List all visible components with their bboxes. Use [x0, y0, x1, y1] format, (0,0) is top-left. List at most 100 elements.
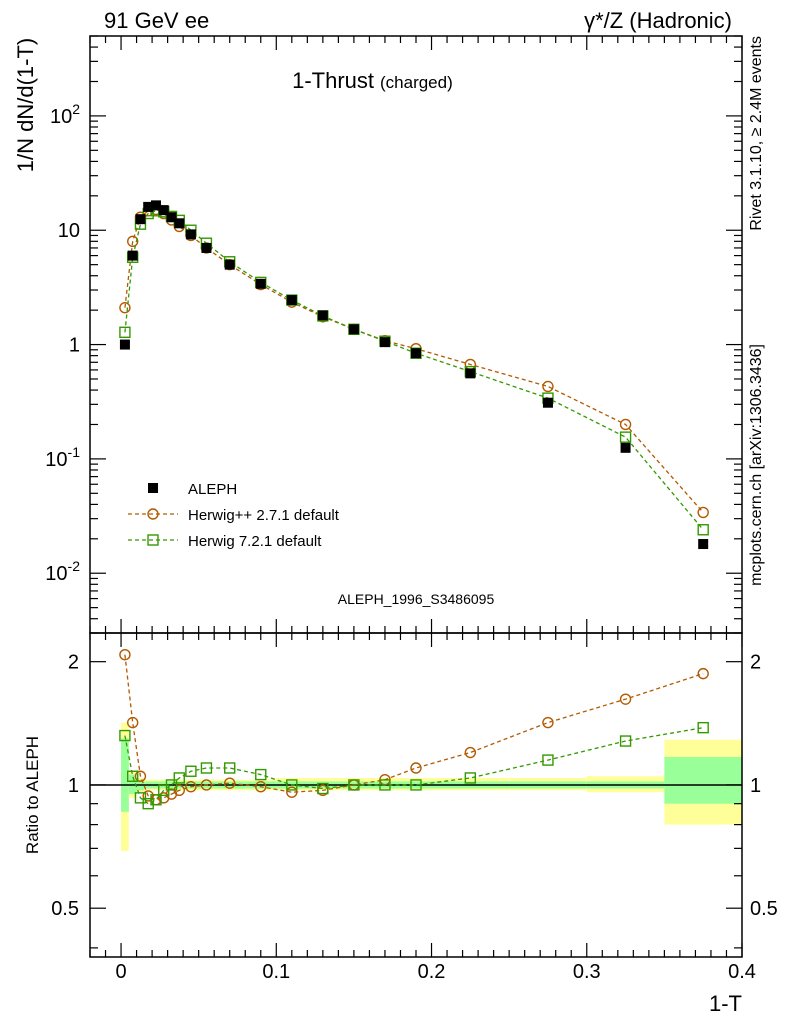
data-point	[255, 768, 267, 781]
stat-band	[664, 757, 742, 804]
data-point	[126, 770, 139, 782]
data-point	[379, 779, 391, 791]
x-tick-label: 0.4	[728, 961, 756, 983]
series-line	[124, 727, 704, 805]
data-point	[142, 797, 154, 810]
data-point	[119, 302, 131, 314]
y-tick-label: 10	[58, 220, 80, 242]
data-point	[619, 418, 632, 431]
main-plot-series	[119, 200, 709, 550]
data-point	[119, 729, 131, 742]
ratio-y-axis-label: Ratio to ALEPH	[23, 736, 42, 854]
ratio-y-tick-label: 2	[68, 652, 79, 674]
y-tick-label: 10-2	[45, 558, 80, 585]
data-point	[620, 442, 631, 453]
main-y-axis-label: 1/N dN/d(1-T)	[13, 38, 38, 172]
plot-title-note: (charged)	[380, 73, 453, 92]
data-point	[619, 735, 632, 747]
data-point	[165, 779, 178, 791]
data-point	[126, 716, 139, 729]
ratio-y-tick-label-right: 1	[750, 775, 761, 797]
data-point	[134, 770, 147, 782]
data-point	[619, 693, 632, 705]
data-point	[542, 716, 554, 729]
data-point	[119, 326, 131, 339]
data-point	[697, 506, 709, 519]
data-point	[286, 786, 298, 798]
data-point	[348, 324, 359, 335]
data-point	[200, 762, 213, 774]
data-point	[542, 397, 553, 408]
legend-label: Herwig++ 2.7.1 default	[188, 507, 340, 524]
x-axis-label: 1-T	[709, 991, 742, 1016]
x-tick-label: 0.3	[573, 961, 601, 983]
data-point	[224, 777, 236, 789]
y-tick-label: 1	[69, 335, 80, 357]
data-point	[697, 721, 709, 734]
data-point	[158, 205, 169, 216]
analysis-tag: ALEPH_1996_S3486095	[338, 591, 495, 607]
data-point	[410, 762, 422, 774]
data-point	[698, 539, 709, 550]
plot-title: 1-Thrust	[292, 68, 374, 93]
data-point	[464, 772, 477, 784]
legend-label: ALEPH	[188, 481, 237, 498]
ratio-y-tick-label-right: 2	[750, 652, 761, 674]
data-point	[185, 781, 197, 793]
data-point	[150, 200, 161, 211]
y-tick-label: 102	[50, 101, 80, 128]
x-tick-label: 0	[115, 961, 126, 983]
ratio-plot-series	[119, 649, 709, 810]
data-point	[224, 762, 236, 774]
data-point	[148, 483, 158, 493]
y-tick-label: 10-1	[45, 444, 80, 471]
data-point	[255, 781, 267, 793]
data-point	[126, 235, 139, 248]
axes: 0 0.1 0.2 0.3 0.4 10-2 10-1 1 10 102 0.5 0.5 1 1 2 2	[45, 35, 778, 983]
ratio-y-tick-label: 0.5	[51, 898, 79, 920]
ratio-plot-frame	[89, 632, 743, 958]
data-point	[143, 201, 154, 212]
data-point	[286, 295, 297, 306]
ratio-y-tick-label: 1	[68, 775, 79, 797]
ratio-y-tick-label-right: 0.5	[750, 898, 778, 920]
data-point	[147, 508, 159, 520]
x-tick-label: 0.1	[262, 961, 290, 983]
data-point	[379, 337, 390, 348]
data-point	[317, 310, 328, 321]
legend: ALEPH Herwig++ 2.7.1 default Herwig 7.2.1 …	[128, 481, 340, 550]
data-point	[348, 779, 360, 791]
data-point	[201, 242, 212, 253]
data-point	[255, 278, 266, 289]
data-point	[697, 524, 709, 536]
data-point	[166, 212, 177, 223]
data-point	[200, 779, 213, 791]
data-point	[185, 229, 196, 240]
ratio-uncertainty-bands	[90, 722, 742, 851]
data-point	[542, 754, 554, 766]
series-line	[124, 208, 704, 513]
data-point	[134, 792, 147, 804]
mcplots-label: mcplots.cern.ch [arXiv:1306.3436]	[748, 344, 765, 586]
data-point	[135, 214, 146, 225]
data-point	[150, 794, 162, 806]
data-point	[185, 765, 197, 777]
legend-label: Herwig 7.2.1 default	[188, 533, 322, 550]
data-point	[224, 259, 235, 270]
data-point	[411, 348, 421, 359]
data-point	[410, 779, 422, 791]
rivet-version-label: Rivet 3.1.10, ≥ 2.4M events	[748, 36, 765, 231]
data-point	[697, 667, 709, 680]
data-point	[286, 779, 298, 791]
data-point	[119, 339, 130, 350]
data-point	[173, 772, 185, 784]
stat-band	[121, 738, 129, 812]
data-point	[147, 534, 159, 546]
data-point	[542, 380, 554, 393]
x-tick-label: 0.2	[418, 961, 446, 983]
process-label: γ*/Z (Hadronic)	[584, 8, 732, 33]
series-line	[124, 654, 704, 801]
data-point	[465, 368, 476, 379]
energy-label: 91 GeV ee	[104, 8, 209, 33]
